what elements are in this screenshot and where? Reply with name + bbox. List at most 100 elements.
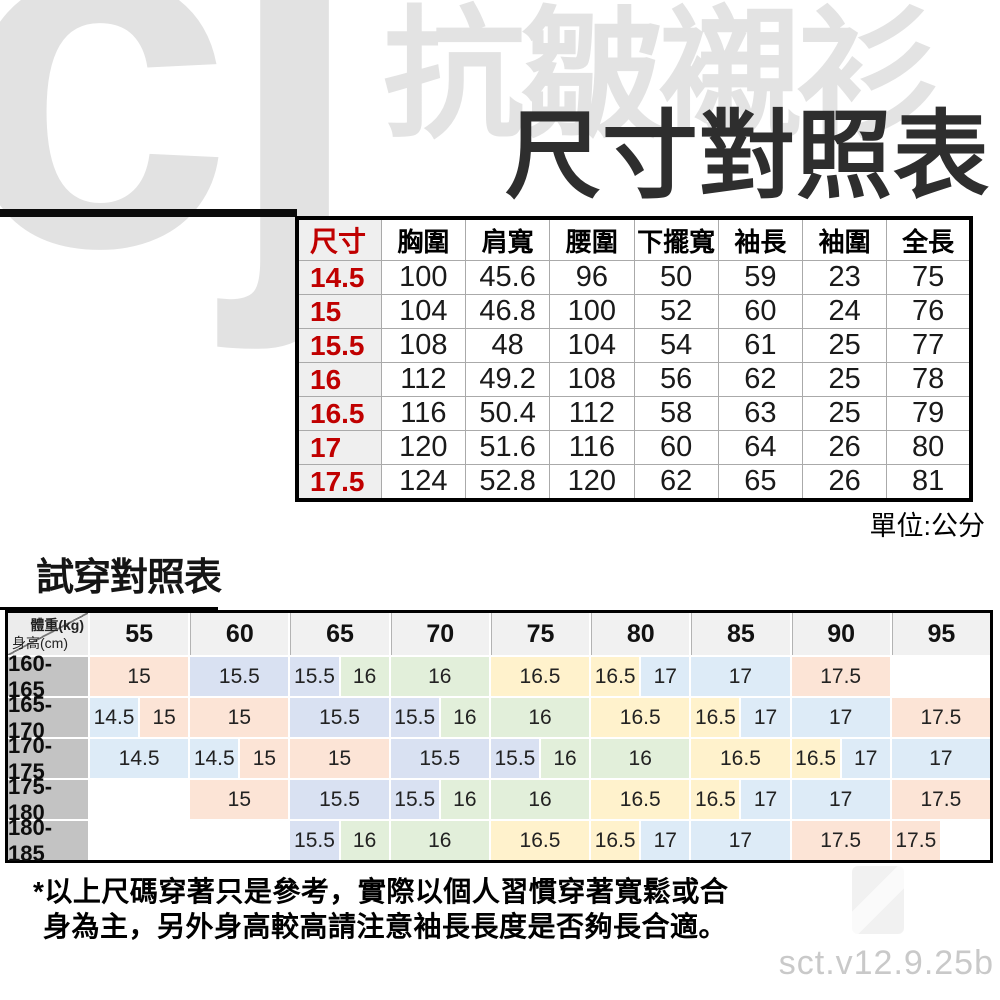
fit-size-cell: 15.5 <box>290 698 389 737</box>
height-row-header: 165-170 <box>8 692 88 743</box>
size-table-row: 14.5 100 45.6 96 50 59 23 75 <box>296 260 972 295</box>
fit-size-cell: 14.5 <box>90 739 189 778</box>
measurement-cell: 100 <box>380 260 467 295</box>
measurement-cell: 50 <box>633 260 719 295</box>
fit-size-cell: 15.5 <box>390 698 439 737</box>
size-table-row: 16.5 116 50.4 112 58 63 25 79 <box>296 396 972 431</box>
weight-axis-label: 體重(kg) <box>30 617 84 633</box>
fit-empty-cell <box>190 821 289 860</box>
fit-table-title: 試穿對照表 <box>0 546 222 610</box>
size-label-cell: 15 <box>296 294 382 329</box>
fit-size-cell: 17.5 <box>791 821 890 860</box>
measurement-cell: 56 <box>633 362 719 397</box>
fit-size-cell: 15 <box>290 739 389 778</box>
measurement-cell: 81 <box>886 464 972 501</box>
fit-size-cell: 15 <box>190 698 289 737</box>
measurement-cell: 65 <box>717 464 804 501</box>
size-col-header: 胸圍 <box>380 217 467 261</box>
size-disclaimer-note: *以上尺碼穿著只是參考，實際以個人習慣穿著寬鬆或合 身為主，另外身高較高請注意袖… <box>33 874 728 944</box>
fit-size-cell: 16 <box>440 698 489 737</box>
fit-size-cell: 15 <box>240 739 289 778</box>
height-row-header: 175-180 <box>8 774 88 825</box>
weight-column-header: 80 <box>591 613 690 655</box>
fit-empty-cell <box>891 657 990 696</box>
fit-size-cell: 15.5 <box>490 739 539 778</box>
weight-column-header: 95 <box>891 613 990 655</box>
fit-empty-cell <box>90 821 189 860</box>
fit-table-corner-cell: 體重(kg) 身高(cm) <box>8 613 88 655</box>
fit-size-cell: 17 <box>691 821 790 860</box>
fit-size-cell: 16.5 <box>490 821 590 860</box>
fit-size-cell: 17.5 <box>891 780 990 819</box>
unit-label: 單位:公分 <box>869 511 985 541</box>
measurement-cell: 25 <box>801 362 888 397</box>
weight-column-header: 65 <box>290 613 389 655</box>
weight-column-header: 90 <box>791 613 890 655</box>
measurement-cell: 60 <box>633 430 719 465</box>
fit-size-cell: 17 <box>641 821 690 860</box>
height-axis-label: 身高(cm) <box>12 635 68 651</box>
measurement-cell: 120 <box>380 430 467 465</box>
size-label-cell: 16.5 <box>296 396 382 431</box>
measurement-cell: 60 <box>717 294 804 329</box>
fit-size-cell: 15.5 <box>290 780 389 819</box>
measurement-cell: 80 <box>886 430 972 465</box>
fit-size-cell: 15.5 <box>190 657 289 696</box>
measurement-cell: 104 <box>380 294 467 329</box>
height-row-header: 160-165 <box>8 651 88 702</box>
version-label: sct.v12.9.25b <box>778 944 994 982</box>
product-name-watermark: 抗皺襯衫 <box>383 0 939 155</box>
page-title: 尺寸對照表 <box>505 103 990 210</box>
measurement-cell: 108 <box>380 328 467 363</box>
fit-size-cell: 17 <box>891 739 990 778</box>
size-table-row: 15 104 46.8 100 52 60 24 76 <box>296 294 972 329</box>
measurement-cell: 26 <box>801 430 888 465</box>
fit-size-cell: 15.5 <box>390 780 439 819</box>
size-label-cell: 14.5 <box>296 260 382 295</box>
fit-size-cell: 17 <box>691 657 790 696</box>
measurement-cell: 116 <box>380 396 467 431</box>
size-col-header: 尺寸 <box>296 217 382 261</box>
measurement-cell: 52.8 <box>464 464 551 501</box>
measurement-cell: 24 <box>801 294 888 329</box>
measurement-cell: 61 <box>717 328 804 363</box>
fit-size-cell: 17 <box>741 698 790 737</box>
fit-size-cell: 17 <box>791 780 890 819</box>
fit-size-cell: 16 <box>340 821 389 860</box>
fit-size-cell: 17 <box>741 780 790 819</box>
measurement-cell: 75 <box>886 260 972 295</box>
measurement-cell: 108 <box>549 362 635 397</box>
size-table-body: 14.5 100 45.6 96 50 59 23 75 15 104 46.8 100 52 60 24 7… <box>296 260 972 501</box>
measurement-cell: 48 <box>464 328 551 363</box>
fit-size-cell: 16 <box>591 739 690 778</box>
measurement-cell: 62 <box>717 362 804 397</box>
fit-size-cell: 16.5 <box>691 739 790 778</box>
fit-empty-cell <box>941 821 990 860</box>
measurement-cell: 62 <box>633 464 719 501</box>
fit-size-cell: 17 <box>841 739 890 778</box>
fit-size-cell: 16.5 <box>591 657 640 696</box>
fit-size-cell: 14.5 <box>90 698 139 737</box>
height-row-header: 170-175 <box>8 733 88 784</box>
measurement-cell: 63 <box>717 396 804 431</box>
measurement-cell: 100 <box>549 294 635 329</box>
size-table: 尺寸 胸圍 肩寬 腰圍 下擺寬 袖長 袖圍 全長 14.5 100 45.6 96 50 59 23 75 1… <box>295 216 973 502</box>
measurement-cell: 49.2 <box>464 362 551 397</box>
size-col-header: 袖圍 <box>801 217 888 261</box>
measurement-cell: 116 <box>549 430 635 465</box>
title-divider-rule <box>0 209 297 217</box>
fit-size-cell: 16.5 <box>490 657 590 696</box>
fit-size-cell: 16 <box>440 780 489 819</box>
fit-size-cell: 16 <box>390 657 489 696</box>
measurement-cell: 76 <box>886 294 972 329</box>
measurement-cell: 23 <box>801 260 888 295</box>
size-label-cell: 17.5 <box>296 464 382 501</box>
fit-size-cell: 15.5 <box>290 821 339 860</box>
size-label-cell: 16 <box>296 362 382 397</box>
fit-size-cell: 16 <box>390 821 489 860</box>
fit-size-cell: 17.5 <box>891 698 990 737</box>
measurement-cell: 112 <box>380 362 467 397</box>
measurement-cell: 52 <box>633 294 719 329</box>
fit-size-cell: 17 <box>641 657 690 696</box>
measurement-cell: 25 <box>801 328 888 363</box>
